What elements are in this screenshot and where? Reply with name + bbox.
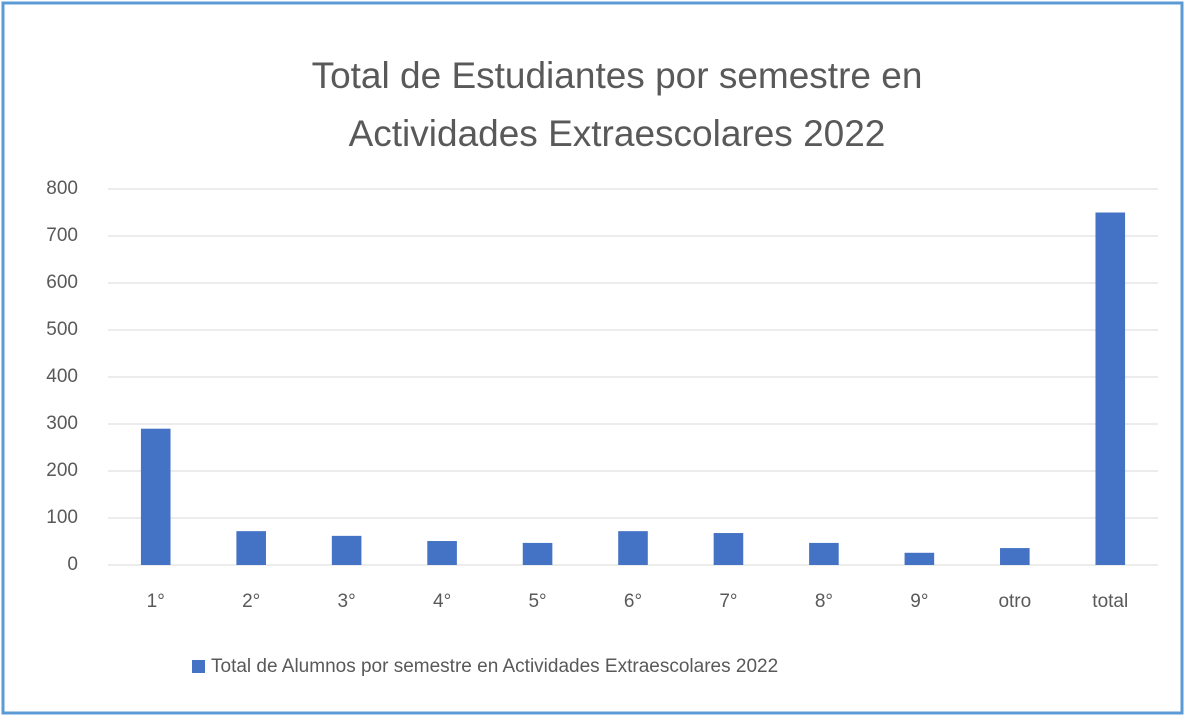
bar xyxy=(904,552,935,565)
y-tick-label: 100 xyxy=(46,507,78,528)
y-tick-label: 400 xyxy=(46,366,78,387)
x-tick-label: 6° xyxy=(624,591,642,612)
y-tick-label: 0 xyxy=(67,554,78,575)
x-tick-label: 9° xyxy=(910,591,928,612)
y-tick-label: 600 xyxy=(46,272,78,293)
bar xyxy=(713,533,744,565)
bar xyxy=(1095,212,1126,565)
bar xyxy=(522,542,553,565)
bar xyxy=(236,531,266,565)
bar xyxy=(140,428,171,565)
y-tick-label: 300 xyxy=(46,413,78,434)
bar xyxy=(427,541,457,565)
y-tick-label: 800 xyxy=(46,178,78,199)
y-tick-label: 200 xyxy=(46,460,78,481)
legend-label: Total de Alumnos por semestre en Activid… xyxy=(211,656,778,677)
x-tick-label: otro xyxy=(998,591,1031,612)
y-tick-label: 700 xyxy=(46,225,78,246)
y-tick-label: 500 xyxy=(46,319,78,340)
bar xyxy=(809,542,839,565)
bar xyxy=(1000,548,1030,565)
x-tick-label: 3° xyxy=(338,591,356,612)
x-tick-label: 5° xyxy=(528,591,546,612)
x-tick-label: total xyxy=(1092,591,1128,612)
x-tick-label: 8° xyxy=(815,591,833,612)
legend-swatch xyxy=(192,660,205,673)
x-tick-label: 2° xyxy=(242,591,260,612)
bar xyxy=(331,535,362,565)
x-tick-label: 4° xyxy=(433,591,451,612)
x-tick-label: 1° xyxy=(147,591,165,612)
chart-title: Total de Estudiantes por semestre en xyxy=(312,55,923,96)
bar xyxy=(618,531,648,565)
x-tick-label: 7° xyxy=(719,591,737,612)
chart-title: Actividades Extraescolares 2022 xyxy=(349,113,886,154)
